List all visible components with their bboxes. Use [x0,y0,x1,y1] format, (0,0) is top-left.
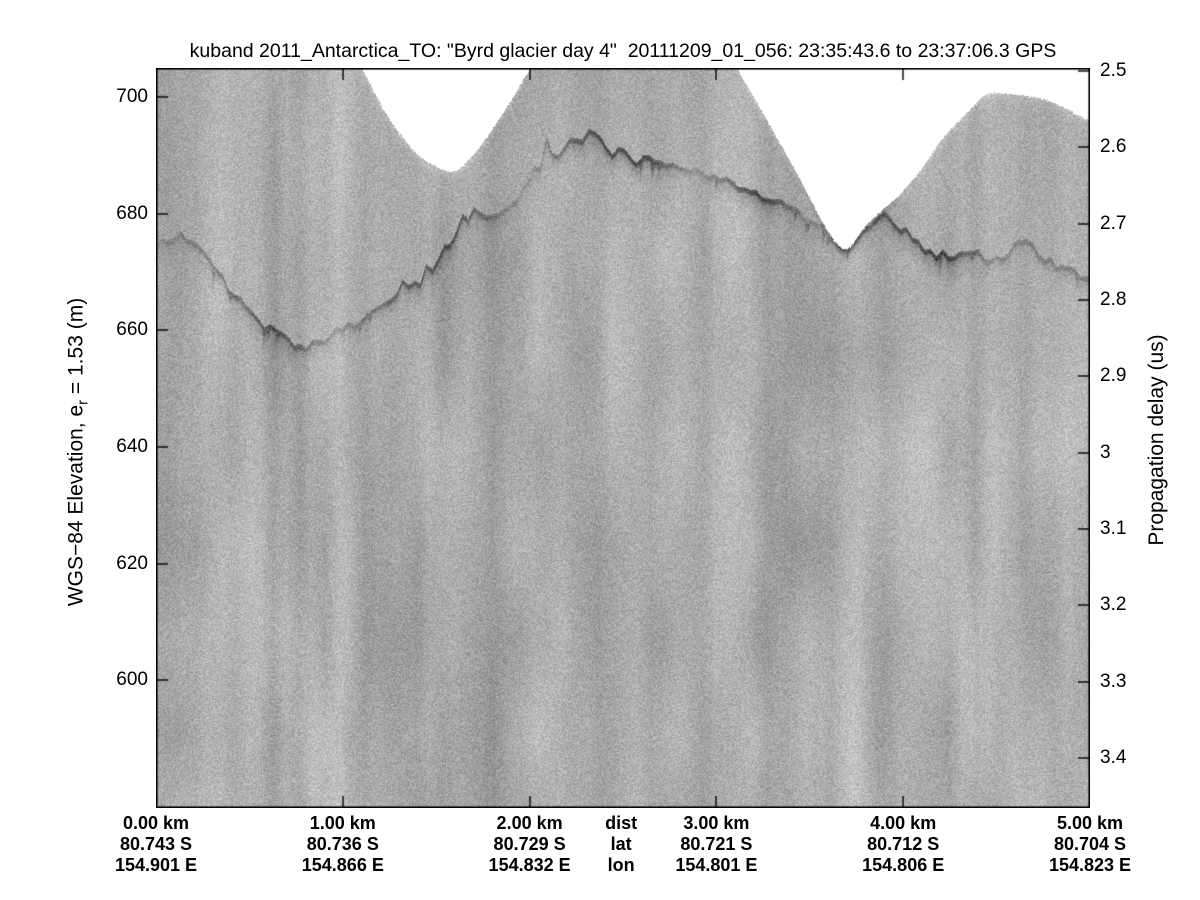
y-right-tick-label: 2.7 [1100,212,1127,234]
x-dist-label: 2.00 km [496,813,563,833]
y-right-tick-label: 3.3 [1100,670,1127,692]
x-lon-label: 154.806 E [862,855,945,875]
x-lat-label: 80.736 S [306,834,379,854]
x-dist-label: 4.00 km [870,813,937,833]
y-right-tick-label: 2.9 [1100,365,1127,387]
y-right-tick-label: 3.2 [1100,594,1127,616]
x-lat-label: 80.721 S [680,834,753,854]
x-lon-label: 154.801 E [675,855,758,875]
y-left-tick-label: 700 [116,86,148,108]
plot-title: kuband 2011_Antarctica_TO: "Byrd glacier… [189,40,1057,62]
x-lon-label: 154.832 E [488,855,571,875]
x-axis-column: 2.00 km 80.729 S 154.832 E [489,813,571,876]
y-axis-label-left-suffix: = 1.53 (m) [64,297,88,400]
x-axis-column: 5.00 km 80.704 S 154.823 E [1049,813,1131,876]
x-lat-label: 80.743 S [119,834,193,854]
x-key-label-lat: lat [610,834,632,854]
y-left-tick-label: 620 [116,552,148,574]
y-left-tick-label: 680 [116,202,148,224]
y-left-tick-label: 600 [116,669,148,691]
y-right-tick-label: 3.4 [1100,747,1127,769]
y-axis-label-left: WGS−84 Elevation, er = 1.53 (m) [64,298,91,606]
echogram-canvas [156,68,1090,808]
y-right-tick-label: 3.1 [1100,518,1127,540]
x-dist-label: 1.00 km [309,813,376,833]
y-right-tick-label: 2.6 [1100,136,1127,158]
x-dist-label: 3.00 km [683,813,750,833]
x-lat-label: 80.704 S [1053,834,1127,854]
x-axis-column: 3.00 km 80.721 S 154.801 E [675,813,757,876]
x-axis-column: 1.00 km 80.736 S 154.866 E [302,813,384,876]
x-lat-label: 80.712 S [867,834,940,854]
x-key-label-dist: dist [605,813,638,833]
x-dist-label: 0.00 km [122,813,190,833]
y-right-tick-label: 3 [1100,441,1111,463]
y-left-tick-label: 640 [116,435,148,457]
x-lon-label: 154.866 E [301,855,384,875]
x-axis-column: 0.00 km 80.743 S 154.901 E [115,813,197,876]
x-lat-label: 80.729 S [493,834,566,854]
x-dist-label: 5.00 km [1056,813,1124,833]
y-axis-label-left-subscript: r [75,399,92,405]
x-axis-key-column: dist lat lon [605,813,637,876]
x-key-label-lon: lon [607,855,635,875]
y-axis-label-right: Propagation delay (us) [1145,334,1168,546]
y-right-tick-label: 2.8 [1100,289,1127,311]
x-lon-label: 154.901 E [114,855,198,875]
y-left-tick-label: 660 [116,319,148,341]
y-axis-label-left-prefix: WGS−84 Elevation, e [64,404,88,607]
x-axis-column: 4.00 km 80.712 S 154.806 E [862,813,944,876]
x-lon-label: 154.823 E [1048,855,1132,875]
y-right-tick-label: 2.5 [1100,60,1127,82]
